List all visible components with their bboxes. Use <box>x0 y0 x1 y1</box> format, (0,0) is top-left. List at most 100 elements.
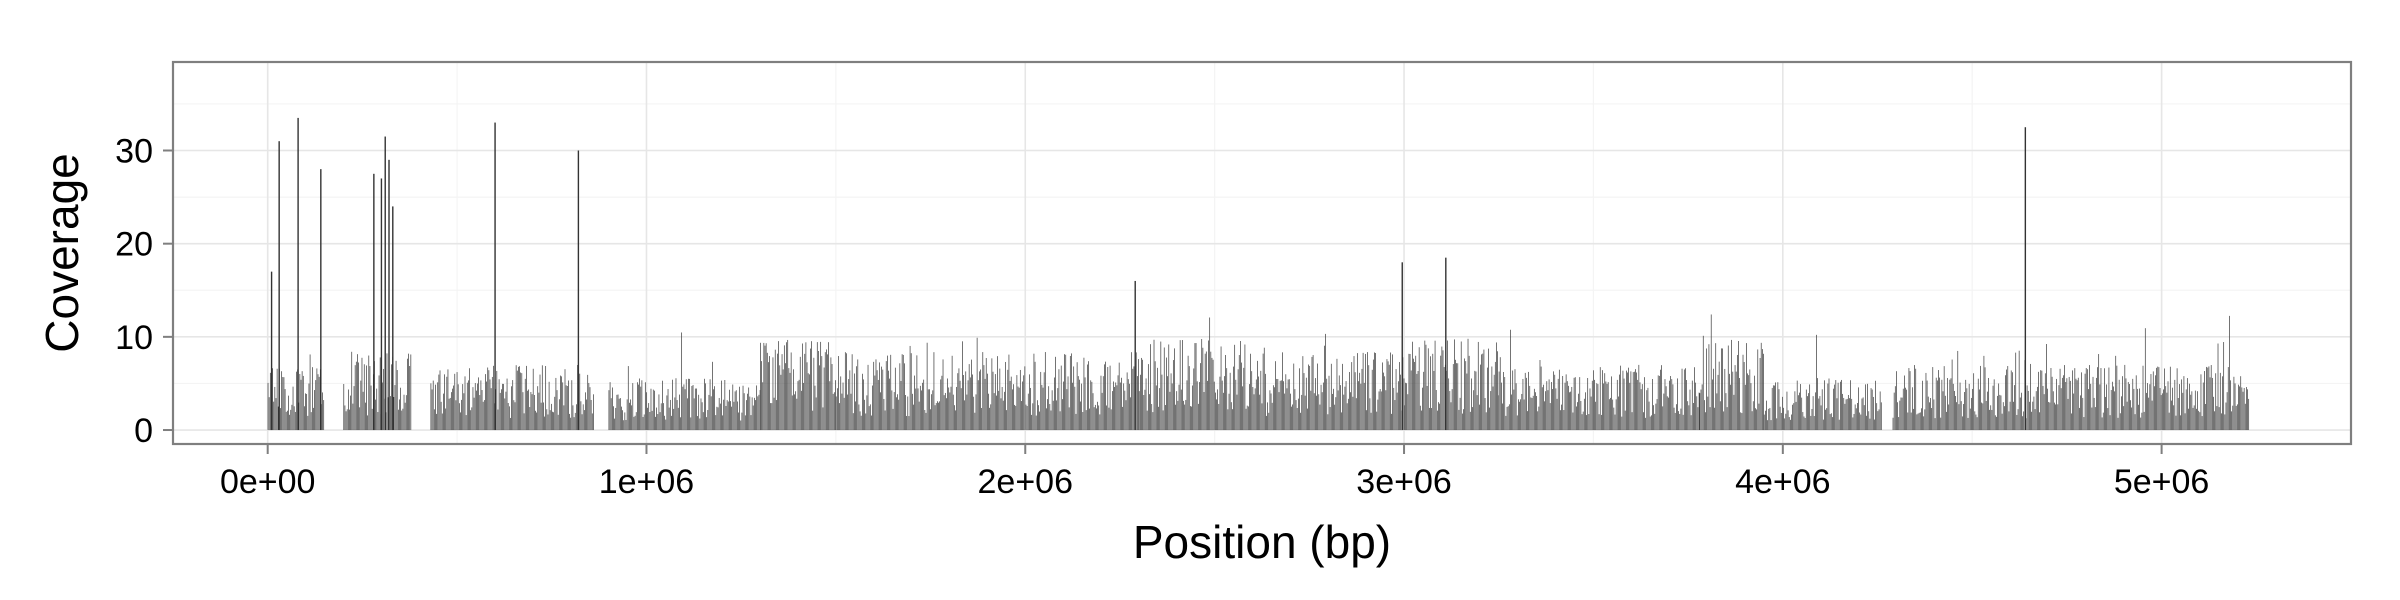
coverage-bar <box>1131 352 1133 431</box>
coverage-bar <box>2241 387 2243 431</box>
coverage-bar <box>519 366 520 431</box>
coverage-bar <box>588 382 590 431</box>
coverage-bar <box>2159 388 2161 431</box>
coverage-bar <box>2134 414 2136 431</box>
coverage-bar <box>1059 411 1061 431</box>
coverage-bar <box>2031 411 2032 431</box>
coverage-bar <box>1938 370 1939 431</box>
coverage-bars <box>267 117 2250 431</box>
coverage-bar <box>2234 383 2236 431</box>
coverage-bar <box>1923 416 1925 431</box>
coverage-bar <box>950 386 952 431</box>
coverage-bar <box>2064 365 2065 431</box>
coverage-bar <box>1774 385 1775 431</box>
coverage-peak-bar <box>373 173 375 431</box>
coverage-bar <box>390 396 391 431</box>
coverage-bar <box>1530 397 1532 431</box>
coverage-bar <box>371 408 373 431</box>
coverage-bar <box>1408 353 1410 431</box>
coverage-bar <box>1140 374 1141 431</box>
coverage-bar <box>1142 359 1143 431</box>
coverage-bar <box>989 407 990 431</box>
coverage-bar <box>1301 394 1303 431</box>
coverage-bar <box>1155 385 1157 431</box>
coverage-bar <box>2246 387 2247 431</box>
coverage-bar <box>382 382 383 431</box>
coverage-bar <box>739 386 740 431</box>
coverage-bar <box>1942 391 1944 431</box>
coverage-bar <box>1631 412 1633 431</box>
coverage-bar <box>269 372 271 431</box>
coverage-bar <box>629 402 630 431</box>
coverage-bar <box>2219 372 2221 431</box>
coverage-bar <box>447 369 449 431</box>
coverage-bar <box>902 354 904 431</box>
coverage-bar <box>1964 392 1965 431</box>
coverage-bar <box>1162 410 1164 431</box>
coverage-bar <box>1498 371 1500 431</box>
coverage-bar <box>2146 392 2147 431</box>
coverage-bar <box>1282 352 1283 431</box>
coverage-bar <box>681 332 683 431</box>
coverage-bar <box>1290 393 1291 431</box>
coverage-bar <box>1104 364 1105 431</box>
coverage-bar <box>914 375 915 431</box>
coverage-bar <box>949 392 951 431</box>
coverage-bar <box>1000 398 1002 431</box>
coverage-bar <box>918 401 920 431</box>
coverage-bar <box>1982 403 1984 431</box>
coverage-bar <box>1360 383 1362 431</box>
coverage-bar <box>1132 368 1134 431</box>
coverage-bar <box>1074 386 1076 431</box>
coverage-bar <box>691 385 693 431</box>
coverage-bar <box>1965 379 1967 431</box>
coverage-bar <box>461 399 462 431</box>
coverage-bar <box>2056 378 2057 431</box>
coverage-bar <box>312 367 313 431</box>
coverage-bar <box>1274 387 1275 431</box>
coverage-bar <box>1771 387 1773 431</box>
coverage-bar <box>1648 401 1650 431</box>
coverage-bar <box>1023 375 1025 431</box>
coverage-bar <box>451 392 452 431</box>
coverage-bar <box>2216 406 2218 431</box>
coverage-bar <box>959 380 961 431</box>
coverage-bar <box>725 405 727 431</box>
coverage-bar <box>808 374 810 431</box>
coverage-bar <box>1793 403 1795 431</box>
coverage-bar <box>536 412 537 431</box>
coverage-bar <box>1524 372 1526 431</box>
coverage-bar <box>2059 368 2061 431</box>
coverage-bar <box>410 354 412 431</box>
coverage-bar <box>1871 389 1873 431</box>
coverage-bar <box>1931 408 1932 431</box>
coverage-bar <box>1367 352 1368 431</box>
coverage-bar <box>1532 395 1534 431</box>
coverage-bar <box>941 375 943 431</box>
coverage-bar <box>1723 411 1725 431</box>
coverage-bar <box>548 381 550 431</box>
coverage-bar <box>526 365 527 431</box>
coverage-bar <box>1523 399 1525 431</box>
coverage-bar <box>1630 371 1632 431</box>
coverage-bar <box>1545 391 1547 431</box>
coverage-bar <box>2156 367 2157 431</box>
coverage-bar <box>2239 386 2240 431</box>
coverage-bar <box>1386 359 1388 431</box>
coverage-bar <box>1832 417 1833 431</box>
coverage-bar <box>2182 392 2184 431</box>
coverage-bar <box>1705 412 1706 431</box>
coverage-bar <box>1228 393 1230 431</box>
coverage-bar <box>1448 378 1450 431</box>
coverage-bar <box>593 394 594 431</box>
coverage-bar <box>973 396 975 431</box>
coverage-peak-bar <box>392 206 394 431</box>
coverage-bar <box>363 364 365 431</box>
coverage-bar <box>2069 380 2071 431</box>
coverage-bar <box>1906 389 1907 431</box>
coverage-bar <box>610 398 612 431</box>
coverage-bar <box>2034 409 2036 431</box>
coverage-bar <box>1501 382 1502 431</box>
coverage-bar <box>811 341 812 431</box>
